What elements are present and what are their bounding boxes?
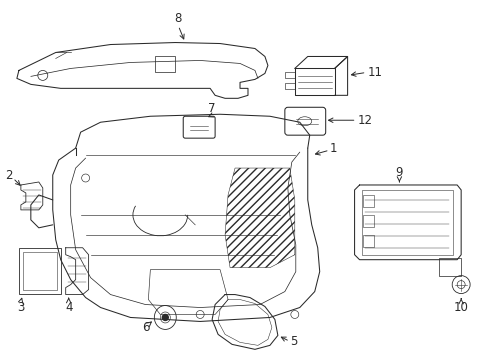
- Bar: [363, 215, 374, 227]
- Text: 2: 2: [5, 168, 13, 181]
- Bar: [363, 195, 374, 207]
- Bar: [362, 190, 453, 255]
- Text: 6: 6: [142, 321, 149, 334]
- Text: 12: 12: [358, 114, 372, 127]
- Text: 9: 9: [395, 166, 403, 179]
- Text: 10: 10: [454, 301, 468, 314]
- Bar: [363, 235, 374, 247]
- Text: 11: 11: [368, 66, 383, 79]
- Bar: [23, 252, 57, 289]
- Bar: [19, 248, 61, 293]
- Text: 5: 5: [290, 335, 297, 348]
- Bar: [439, 258, 461, 276]
- Text: 7: 7: [208, 102, 216, 115]
- Text: 4: 4: [65, 301, 73, 314]
- Bar: [155, 57, 175, 72]
- Text: 8: 8: [174, 12, 182, 25]
- Text: 3: 3: [17, 301, 24, 314]
- Circle shape: [162, 315, 168, 320]
- Text: 1: 1: [330, 141, 337, 155]
